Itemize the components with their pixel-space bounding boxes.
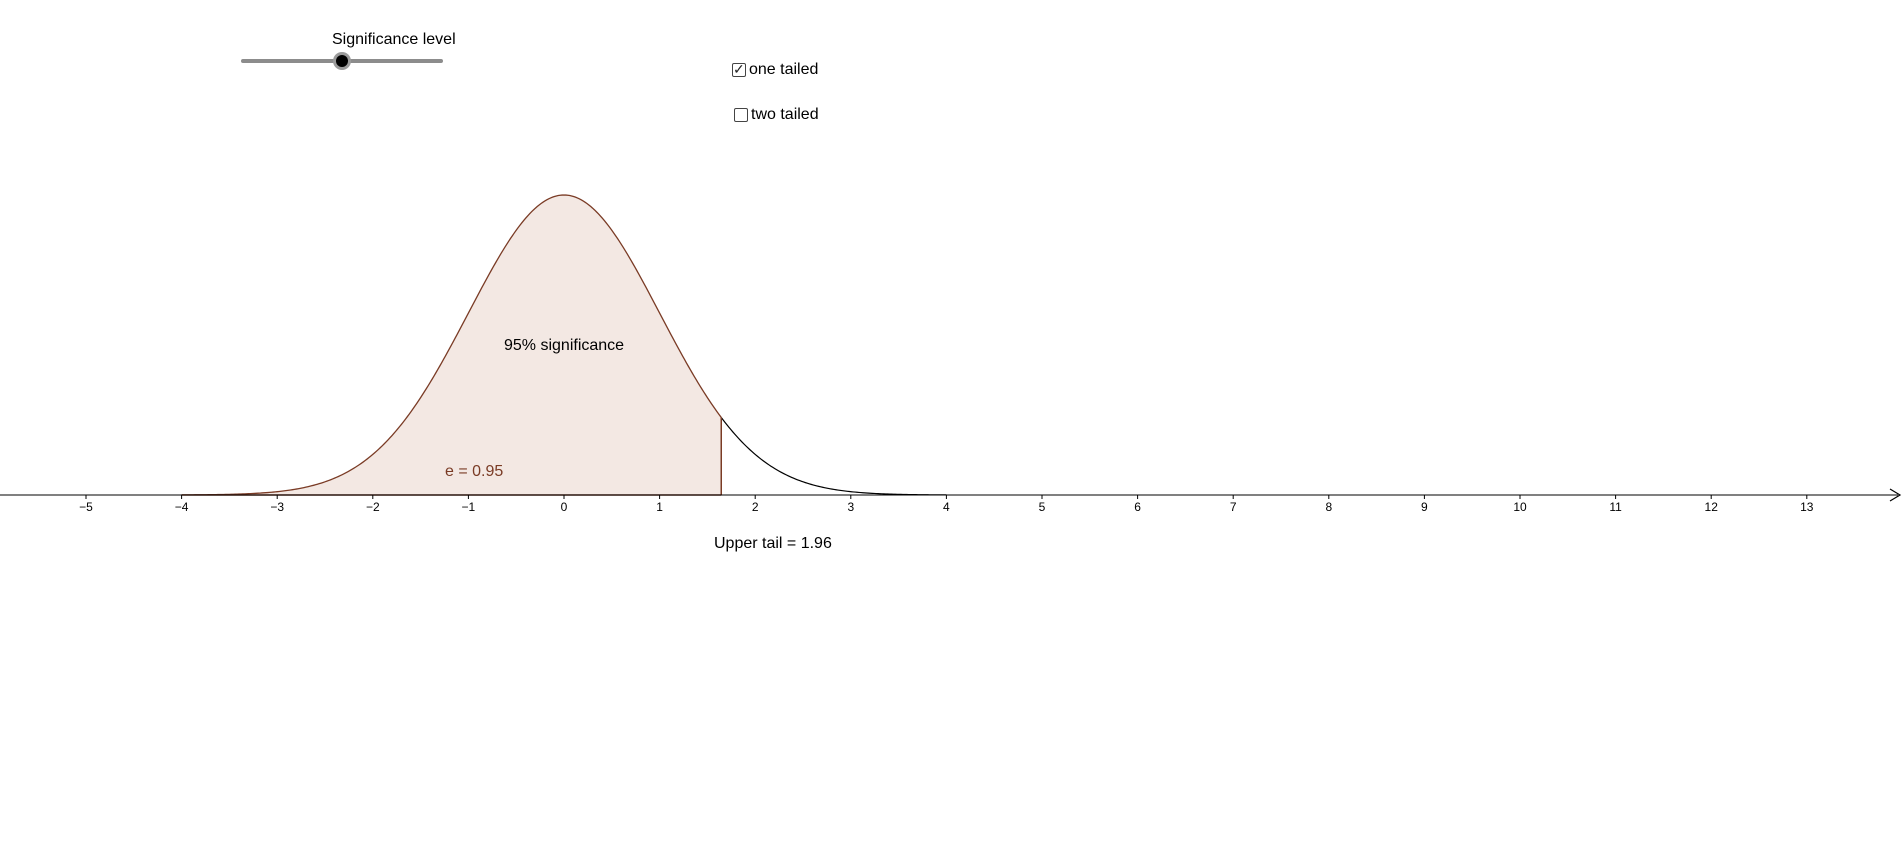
checkbox-box[interactable]: ✓ — [732, 61, 746, 77]
x-tick-label: 6 — [1134, 500, 1141, 514]
x-axis-arrow-icon — [1889, 488, 1902, 502]
x-tick-label: −1 — [462, 500, 476, 514]
x-tick-label: −2 — [366, 500, 380, 514]
x-tick-label: −4 — [175, 500, 189, 514]
x-tick-label: 3 — [847, 500, 854, 514]
significance-level-slider[interactable]: Significance level — [236, 28, 456, 70]
checkbox-label: one tailed — [749, 61, 819, 78]
one-tailed-checkbox[interactable]: ✓ one tailed — [732, 61, 818, 79]
x-tick-label: −3 — [270, 500, 284, 514]
x-tick-label: −5 — [79, 500, 93, 514]
x-tick-label: 1 — [656, 500, 663, 514]
normal-curve-shaded-part — [181, 194, 722, 496]
x-tick-label: 10 — [1513, 500, 1527, 514]
checkmark-icon: ✓ — [733, 61, 745, 77]
slider-label: Significance level — [332, 31, 456, 48]
x-tick-label: 5 — [1039, 500, 1046, 514]
two-tailed-checkbox[interactable]: two tailed — [734, 106, 819, 124]
x-tick-label: 11 — [1609, 500, 1622, 514]
significance-label: 95% significance — [504, 337, 625, 354]
x-tick-label: 13 — [1800, 500, 1814, 514]
slider-knob[interactable] — [333, 52, 351, 70]
x-tick-label: 2 — [752, 500, 759, 514]
x-tick-label: 9 — [1421, 500, 1428, 514]
upper-tail-label: Upper tail = 1.96 — [714, 535, 832, 552]
x-axis: −5 −4 −3 −2 −1 0 1 2 3 4 5 6 7 8 9 10 11 12 13 — [0, 488, 1902, 514]
checkbox-box[interactable] — [734, 108, 748, 122]
checkbox-label: two tailed — [751, 106, 819, 123]
normal-curve-tail-part — [720, 417, 947, 496]
area-value-label: e = 0.95 — [445, 463, 504, 480]
x-tick-label: 4 — [943, 500, 950, 514]
x-tick-label: 12 — [1705, 500, 1719, 514]
x-tick-label: 7 — [1230, 500, 1237, 514]
x-tick-label: 8 — [1325, 500, 1332, 514]
shaded-significance-region — [181, 195, 722, 495]
x-tick-label: 0 — [561, 500, 568, 514]
